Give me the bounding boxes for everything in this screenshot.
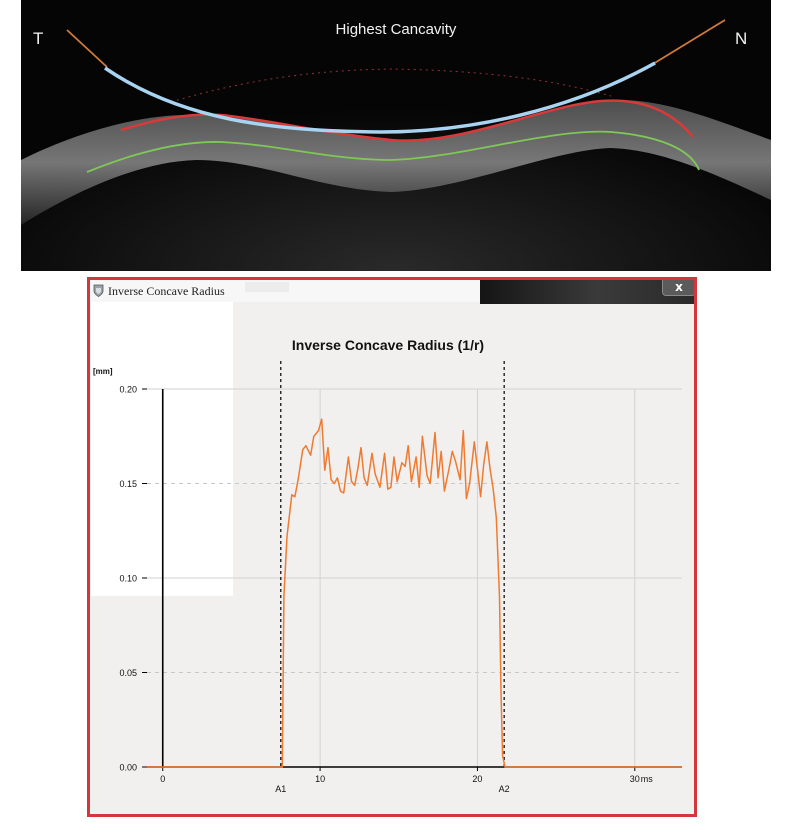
marker-label-a2: A2 [499,784,510,794]
x-unit-label: ms [641,774,653,784]
nasal-side-label: N [735,29,748,48]
x-tick-label: 0 [160,774,165,784]
y-axis-label: [mm] [93,367,113,376]
y-tick-label: 0.00 [119,763,137,773]
background-window-fragment [245,282,289,292]
window-title: Inverse Concave Radius [108,284,225,298]
x-tick-label: 10 [315,774,325,784]
y-tick-label: 0.20 [119,385,137,395]
inverse-concave-radius-window: Inverse Concave Radius x 0.00 0.05 0.10 0.1… [87,277,697,817]
inverse-concave-radius-chart: 0.00 0.05 0.10 0.15 0.20 0 10 20 30 ms A1 A2 Inverse… [93,337,682,794]
close-button[interactable]: x [662,280,694,296]
oct-image-title: Highest Cancavity [335,21,457,38]
x-tick-label: 20 [472,774,482,784]
window-titlebar[interactable]: Inverse Concave Radius x [90,280,694,304]
app-shield-icon [93,284,104,297]
y-tick-label: 0.15 [119,479,137,489]
background-window-strip [480,280,694,304]
temporal-side-label: T [33,29,44,48]
data-line [147,418,682,768]
oct-scan-graphic [21,0,771,271]
x-tick-label: 30 [630,774,640,784]
y-tick-label: 0.10 [119,574,137,584]
marker-label-a1: A1 [275,784,286,794]
chart-title: Inverse Concave Radius (1/r) [292,337,484,353]
oct-scan-image: Highest Cancavity T N [21,0,771,271]
y-tick-label: 0.05 [119,668,137,678]
